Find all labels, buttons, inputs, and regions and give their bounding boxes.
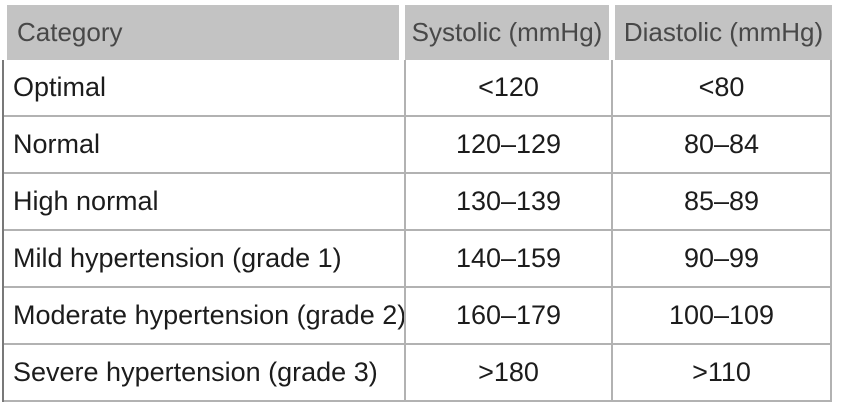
systolic-cell: >180 bbox=[404, 345, 611, 400]
systolic-cell: 140–159 bbox=[404, 231, 611, 286]
column-header-systolic: Systolic (mmHg) bbox=[405, 5, 609, 60]
systolic-cell: 120–129 bbox=[404, 117, 611, 172]
category-cell: Optimal bbox=[13, 72, 107, 102]
table-row: Optimal <120 <80 bbox=[4, 60, 830, 117]
table-body: Optimal <120 <80 Normal 120–129 80–84 Hi… bbox=[2, 60, 832, 402]
systolic-cell: <120 bbox=[404, 60, 611, 115]
systolic-cell: 160–179 bbox=[404, 288, 611, 343]
diastolic-cell: 80–84 bbox=[611, 117, 830, 172]
category-cell: Severe hypertension (grade 3) bbox=[13, 357, 378, 387]
table-header-row: Category Systolic (mmHg) Diastolic (mmHg… bbox=[7, 5, 832, 60]
table-row: High normal 130–139 85–89 bbox=[4, 174, 830, 231]
blood-pressure-table: Category Systolic (mmHg) Diastolic (mmHg… bbox=[2, 5, 832, 402]
diastolic-cell: 90–99 bbox=[611, 231, 830, 286]
diastolic-cell: <80 bbox=[611, 60, 830, 115]
column-header-diastolic: Diastolic (mmHg) bbox=[615, 5, 832, 60]
table-row: Normal 120–129 80–84 bbox=[4, 117, 830, 174]
diastolic-cell: 85–89 bbox=[611, 174, 830, 229]
category-cell: High normal bbox=[13, 186, 159, 216]
category-cell: Normal bbox=[13, 129, 101, 159]
category-cell: Mild hypertension (grade 1) bbox=[13, 243, 342, 273]
systolic-cell: 130–139 bbox=[404, 174, 611, 229]
category-cell: Moderate hypertension (grade 2) bbox=[13, 300, 404, 330]
column-header-category: Category bbox=[7, 5, 399, 60]
diastolic-cell: >110 bbox=[611, 345, 830, 400]
table-row: Mild hypertension (grade 1) 140–159 90–9… bbox=[4, 231, 830, 288]
diastolic-cell: 100–109 bbox=[611, 288, 830, 343]
table-row: Severe hypertension (grade 3) >180 >110 bbox=[4, 345, 830, 402]
table-row: Moderate hypertension (grade 2) 160–179 … bbox=[4, 288, 830, 345]
